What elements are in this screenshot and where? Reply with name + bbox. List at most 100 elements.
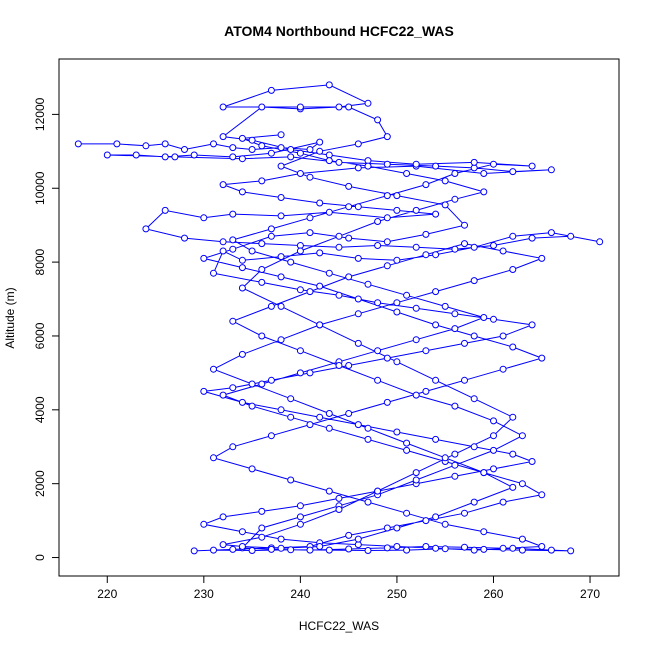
- data-point: [316, 282, 324, 290]
- data-point: [219, 133, 227, 141]
- data-point: [422, 517, 430, 525]
- data-point: [470, 395, 478, 403]
- data-point: [383, 524, 391, 532]
- data-point: [345, 103, 353, 111]
- data-point: [354, 535, 362, 543]
- data-point: [480, 469, 488, 477]
- data-point: [412, 243, 420, 251]
- data-point: [480, 528, 488, 536]
- data-point: [383, 238, 391, 246]
- data-point: [432, 513, 440, 521]
- data-point: [229, 210, 237, 218]
- data-point: [277, 273, 285, 281]
- data-point: [509, 168, 517, 176]
- data-point: [287, 476, 295, 484]
- data-point: [518, 480, 526, 488]
- data-point: [393, 206, 401, 214]
- data-point: [364, 547, 372, 554]
- data-point: [354, 203, 362, 211]
- data-point: [364, 280, 372, 288]
- data-point: [296, 149, 304, 157]
- data-point: [354, 140, 362, 148]
- data-point: [538, 354, 546, 362]
- data-point: [451, 402, 459, 410]
- data-point: [258, 278, 266, 286]
- data-point: [364, 424, 372, 432]
- data-point: [296, 103, 304, 111]
- data-point: [267, 302, 275, 310]
- data-point: [354, 421, 362, 429]
- data-point: [190, 151, 198, 159]
- data-point: [229, 236, 237, 244]
- data-point: [335, 362, 343, 369]
- data-point: [345, 182, 353, 190]
- data-point: [345, 203, 353, 211]
- chart-title: ATOM4 Northbound HCFC22_WAS: [224, 23, 454, 39]
- data-point: [470, 158, 478, 166]
- data-point: [518, 535, 526, 543]
- data-point: [238, 398, 246, 406]
- data-point: [432, 251, 440, 259]
- y-tick-label: 10000: [33, 171, 47, 205]
- data-point: [490, 432, 497, 440]
- data-point: [142, 142, 150, 150]
- data-point: [354, 254, 362, 262]
- data-point: [306, 229, 314, 237]
- data-point: [461, 339, 468, 347]
- data-point: [451, 195, 459, 203]
- data-point: [248, 146, 256, 153]
- data-point: [596, 238, 604, 246]
- data-point: [393, 299, 401, 307]
- data-point: [219, 391, 227, 399]
- data-point: [210, 365, 217, 373]
- data-point: [451, 461, 459, 469]
- data-point: [306, 369, 314, 377]
- data-point: [287, 153, 295, 161]
- data-point: [345, 410, 353, 417]
- data-point: [354, 339, 362, 347]
- data-point: [200, 214, 208, 222]
- data-point: [509, 232, 517, 240]
- data-point: [528, 234, 536, 242]
- data-point: [374, 218, 382, 225]
- data-point: [441, 545, 449, 553]
- data-point: [403, 546, 411, 554]
- data-point: [374, 347, 382, 355]
- data-point: [422, 347, 430, 355]
- data-point: [364, 435, 372, 443]
- data-point: [113, 140, 121, 148]
- data-point: [277, 406, 285, 414]
- data-point: [345, 531, 353, 539]
- data-point: [422, 230, 430, 238]
- data-point: [470, 277, 478, 285]
- data-point: [432, 376, 440, 384]
- data-point: [393, 256, 401, 264]
- data-point: [325, 487, 333, 495]
- data-point: [412, 160, 420, 168]
- data-point: [490, 315, 497, 323]
- data-point: [210, 454, 217, 462]
- data-point: [451, 325, 459, 333]
- data-point: [238, 284, 246, 292]
- data-point: [518, 546, 526, 554]
- data-point: [229, 384, 237, 392]
- data-point: [470, 546, 478, 554]
- data-point: [490, 417, 497, 425]
- data-point: [258, 266, 266, 273]
- data-point: [248, 247, 256, 255]
- data-point: [277, 194, 285, 201]
- data-point: [499, 365, 507, 373]
- data-point: [441, 201, 449, 209]
- data-point: [480, 170, 488, 177]
- data-point: [441, 454, 449, 462]
- data-point: [567, 232, 575, 240]
- data-point: [547, 229, 555, 237]
- data-point: [238, 543, 246, 550]
- data-point: [267, 86, 275, 94]
- data-point: [258, 507, 266, 515]
- data-point: [296, 247, 304, 255]
- data-point: [238, 155, 246, 163]
- y-tick-label: 8000: [33, 248, 47, 275]
- data-point: [258, 524, 266, 532]
